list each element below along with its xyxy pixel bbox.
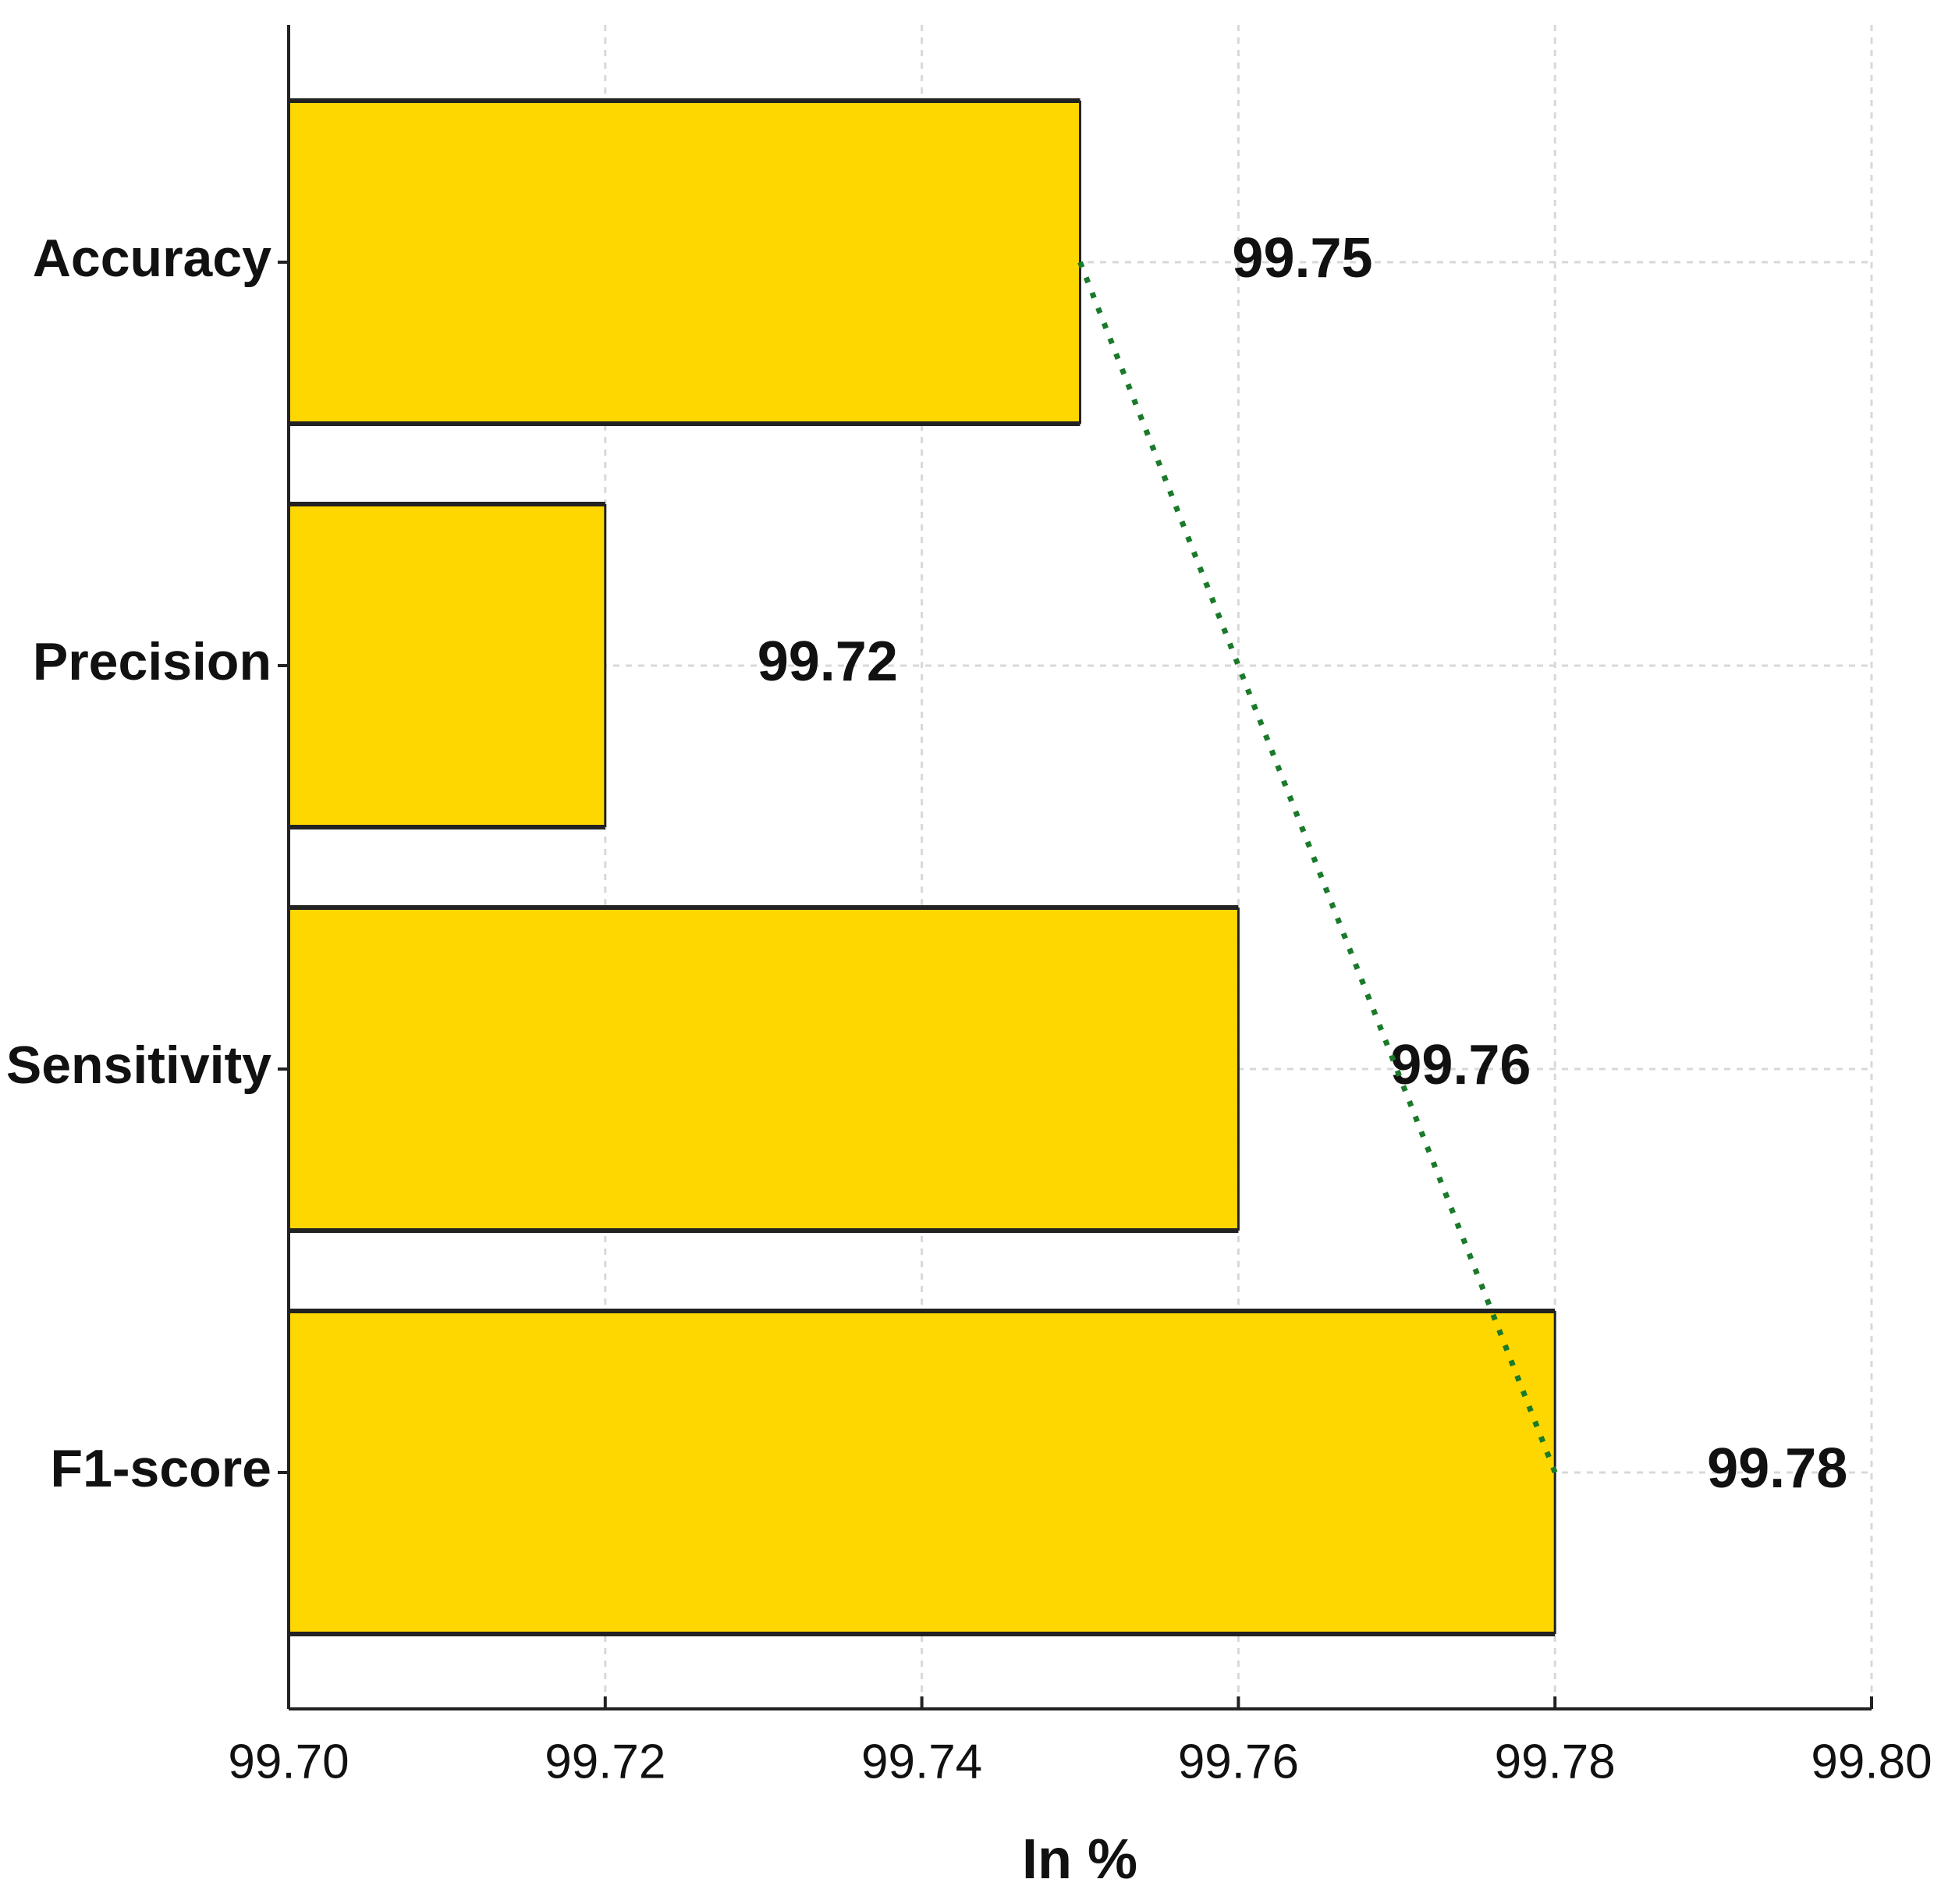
x-tick-label: 99.78 — [1495, 1735, 1616, 1789]
trend-line — [1077, 261, 1558, 1474]
data-label: 99.76 — [1390, 1034, 1531, 1096]
y-tick-label: Sensitivity — [6, 1035, 271, 1095]
x-axis-label: In % — [1022, 1828, 1137, 1891]
bar — [289, 101, 1081, 424]
bar — [289, 504, 605, 827]
data-label: 99.78 — [1707, 1437, 1847, 1500]
bar — [289, 908, 1239, 1231]
y-tick-label: F1-score — [51, 1439, 271, 1498]
y-tick-label: Precision — [33, 632, 271, 691]
x-tick-label: 99.70 — [228, 1735, 349, 1789]
data-label: 99.72 — [758, 631, 898, 693]
data-label: 99.75 — [1232, 227, 1372, 290]
bar — [289, 1311, 1556, 1634]
x-tick-label: 99.74 — [861, 1735, 982, 1789]
x-tick-label: 99.80 — [1811, 1735, 1932, 1789]
y-tick-label: Accuracy — [33, 229, 271, 288]
x-tick-label: 99.76 — [1178, 1735, 1299, 1789]
x-tick-label: 99.72 — [545, 1735, 665, 1789]
